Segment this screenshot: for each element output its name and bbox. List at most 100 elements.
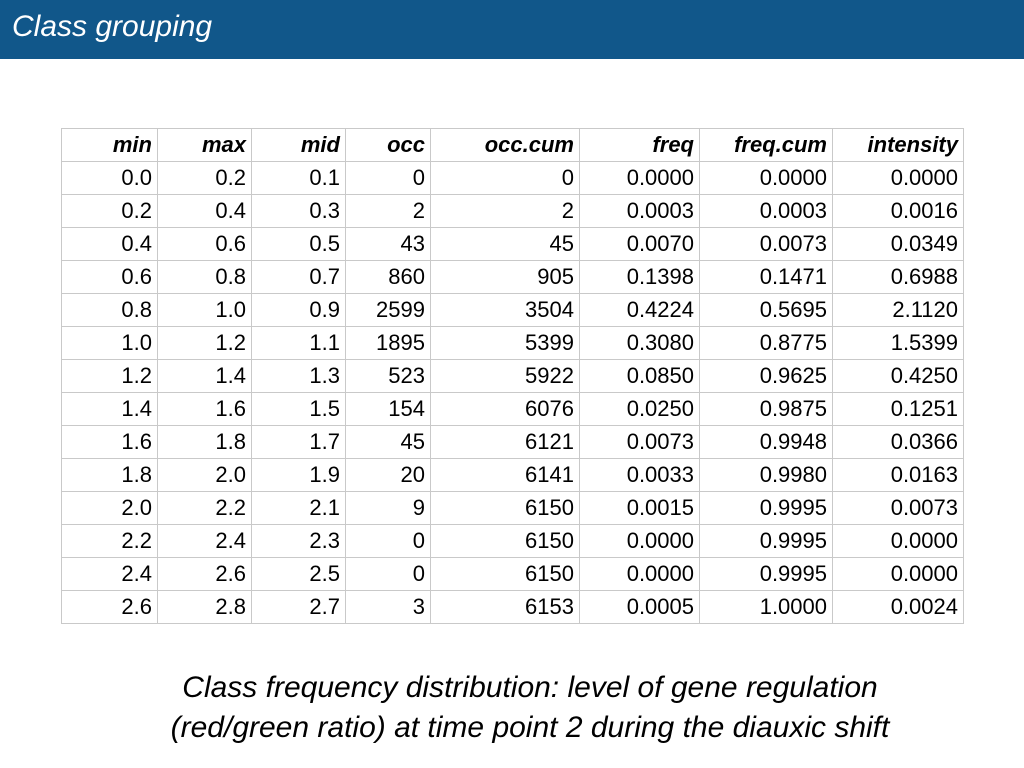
table-row: 2.2 2.4 2.3 0 6150 0.0000 0.9995 0.0000 [61,524,964,558]
table-cell-mid: 1.1 [251,326,346,360]
table-cell-occ-cum: 6153 [430,590,580,624]
table-cell-occ-cum: 3504 [430,293,580,327]
table-cell-occ-cum: 6121 [430,425,580,459]
table-cell-max: 0.8 [157,260,252,294]
table-cell-occ: 860 [345,260,431,294]
slide-caption: Class frequency distribution: level of g… [100,668,960,748]
table-cell-freq: 0.0005 [579,590,700,624]
table-cell-freq-cum: 0.0073 [699,227,833,261]
table-cell-max: 0.2 [157,161,252,195]
table-cell-freq-cum: 0.0000 [699,161,833,195]
table-cell-freq-cum: 0.9980 [699,458,833,492]
table-cell-intensity: 0.6988 [832,260,964,294]
table-cell-mid: 0.7 [251,260,346,294]
table-cell-freq-cum: 0.9948 [699,425,833,459]
table-cell-freq: 0.0015 [579,491,700,525]
table-cell-intensity: 0.0016 [832,194,964,228]
table-cell-occ: 1895 [345,326,431,360]
table-cell-freq: 0.0250 [579,392,700,426]
table-cell-intensity: 0.0073 [832,491,964,525]
table-cell-max: 2.6 [157,557,252,591]
table-cell-min: 2.6 [61,590,158,624]
table-cell-max: 1.2 [157,326,252,360]
class-grouping-table-container: min max mid occ occ.cum freq freq.cum intensity… [61,128,964,624]
table-cell-freq-cum: 0.9625 [699,359,833,393]
table-cell-freq-cum: 0.5695 [699,293,833,327]
column-header-occ-cum: occ.cum [430,128,580,162]
table-cell-intensity: 0.0349 [832,227,964,261]
table-cell-freq-cum: 0.8775 [699,326,833,360]
title-bar: Class grouping [0,0,1024,59]
table-header-row: min max mid occ occ.cum freq freq.cum intensity [61,128,964,162]
table-cell-intensity: 0.0366 [832,425,964,459]
table-cell-occ: 2599 [345,293,431,327]
table-cell-freq-cum: 0.1471 [699,260,833,294]
table-cell-mid: 2.3 [251,524,346,558]
table-cell-freq-cum: 0.9875 [699,392,833,426]
table-row: 0.2 0.4 0.3 2 2 0.0003 0.0003 0.0016 [61,194,964,228]
table-cell-occ: 0 [345,557,431,591]
table-row: 1.0 1.2 1.1 1895 5399 0.3080 0.8775 1.5399 [61,326,964,360]
table-cell-min: 0.4 [61,227,158,261]
table-row: 1.2 1.4 1.3 523 5922 0.0850 0.9625 0.4250 [61,359,964,393]
column-header-freq: freq [579,128,700,162]
table-cell-freq: 0.0033 [579,458,700,492]
table-body: 0.0 0.2 0.1 0 0 0.0000 0.0000 0.0000 0.2 0.4 0.3 2 2… [61,161,964,624]
table-cell-freq: 0.1398 [579,260,700,294]
table-cell-intensity: 0.0024 [832,590,964,624]
table-cell-freq: 0.0070 [579,227,700,261]
table-row: 2.6 2.8 2.7 3 6153 0.0005 1.0000 0.0024 [61,590,964,624]
table-cell-intensity: 1.5399 [832,326,964,360]
table-cell-mid: 1.9 [251,458,346,492]
table-row: 0.8 1.0 0.9 2599 3504 0.4224 0.5695 2.1120 [61,293,964,327]
table-cell-intensity: 0.1251 [832,392,964,426]
table-cell-occ-cum: 6076 [430,392,580,426]
table-cell-occ: 0 [345,524,431,558]
table-cell-freq-cum: 0.9995 [699,524,833,558]
slide-title: Class grouping [12,10,213,43]
table-cell-min: 1.6 [61,425,158,459]
table-cell-mid: 0.3 [251,194,346,228]
table-cell-min: 2.2 [61,524,158,558]
table-cell-occ-cum: 905 [430,260,580,294]
table-cell-occ-cum: 5922 [430,359,580,393]
table-cell-freq: 0.0073 [579,425,700,459]
table-cell-intensity: 0.0163 [832,458,964,492]
table-cell-min: 2.4 [61,557,158,591]
table-cell-occ-cum: 0 [430,161,580,195]
column-header-freq-cum: freq.cum [699,128,833,162]
table-cell-mid: 1.7 [251,425,346,459]
table-cell-min: 0.0 [61,161,158,195]
table-cell-occ-cum: 6150 [430,524,580,558]
table-cell-occ: 2 [345,194,431,228]
table-cell-mid: 2.5 [251,557,346,591]
table-cell-freq: 0.0003 [579,194,700,228]
column-header-min: min [61,128,158,162]
table-cell-max: 1.6 [157,392,252,426]
table-cell-max: 1.8 [157,425,252,459]
table-cell-mid: 1.3 [251,359,346,393]
table-cell-min: 1.2 [61,359,158,393]
table-cell-occ: 0 [345,161,431,195]
table-cell-occ-cum: 5399 [430,326,580,360]
table-cell-occ: 43 [345,227,431,261]
class-grouping-table: min max mid occ occ.cum freq freq.cum intensity… [61,128,964,624]
table-cell-freq: 0.0850 [579,359,700,393]
table-cell-mid: 0.5 [251,227,346,261]
table-cell-freq-cum: 0.9995 [699,491,833,525]
table-cell-occ-cum: 6150 [430,557,580,591]
table-cell-min: 2.0 [61,491,158,525]
table-cell-max: 1.4 [157,359,252,393]
table-row: 2.0 2.2 2.1 9 6150 0.0015 0.9995 0.0073 [61,491,964,525]
table-cell-min: 0.8 [61,293,158,327]
table-cell-occ: 523 [345,359,431,393]
table-cell-mid: 0.1 [251,161,346,195]
table-cell-max: 2.2 [157,491,252,525]
column-header-intensity: intensity [832,128,964,162]
table-cell-freq-cum: 0.9995 [699,557,833,591]
table-cell-occ: 20 [345,458,431,492]
table-cell-freq: 0.0000 [579,161,700,195]
column-header-mid: mid [251,128,346,162]
table-cell-max: 2.4 [157,524,252,558]
table-cell-intensity: 0.4250 [832,359,964,393]
